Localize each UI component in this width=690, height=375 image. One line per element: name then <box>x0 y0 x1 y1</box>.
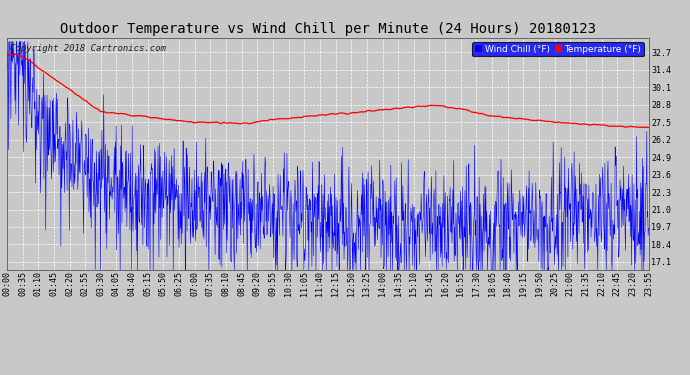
Title: Outdoor Temperature vs Wind Chill per Minute (24 Hours) 20180123: Outdoor Temperature vs Wind Chill per Mi… <box>60 22 595 36</box>
Legend: Wind Chill (°F), Temperature (°F): Wind Chill (°F), Temperature (°F) <box>473 42 644 56</box>
Text: Copyright 2018 Cartronics.com: Copyright 2018 Cartronics.com <box>10 45 166 54</box>
